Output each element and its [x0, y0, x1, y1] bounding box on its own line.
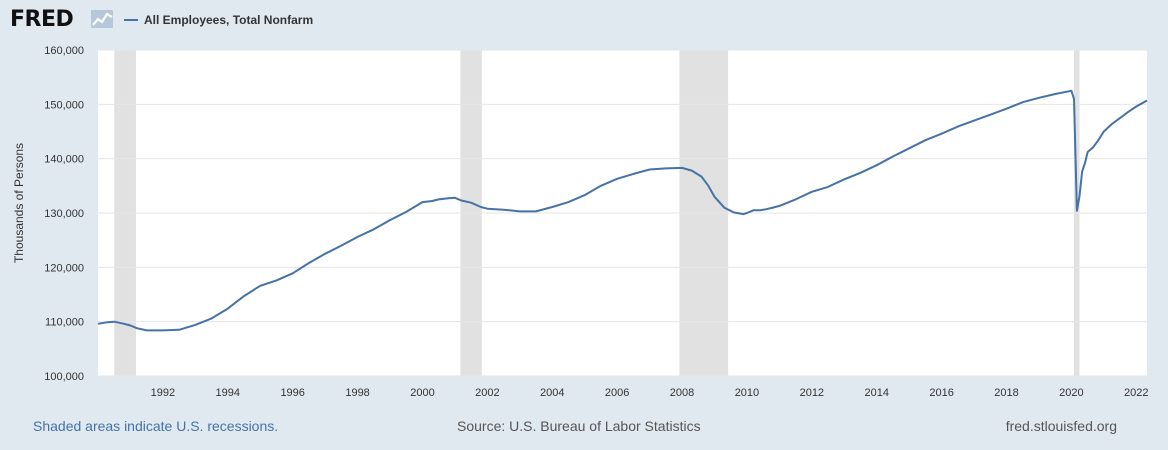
y-tick-label: 160,000 [44, 45, 84, 57]
x-tick-label: 2012 [800, 387, 824, 399]
fred-logo[interactable]: FRED [10, 7, 74, 32]
x-tick-label: 2018 [994, 387, 1018, 399]
x-tick-label: 2006 [605, 387, 629, 399]
y-tick-label: 100,000 [44, 371, 84, 383]
x-tick-label: 2014 [864, 387, 888, 399]
chart-header: FRED All Employees, Total Nonfarm [0, 0, 1168, 40]
x-tick-label: 1996 [280, 387, 304, 399]
x-tick-label: 2022 [1124, 387, 1148, 399]
line-chart[interactable]: 100,000 110,000 120,000 130,000 140,000 150,0… [0, 40, 1168, 410]
x-tick-label: 2004 [540, 387, 564, 399]
y-axis-label: Thousands of Persons [12, 143, 26, 263]
site-link[interactable]: fred.stlouisfed.org [1005, 418, 1117, 434]
x-tick-label: 2008 [670, 387, 694, 399]
recession-note: Shaded areas indicate U.S. recessions. [33, 418, 279, 434]
legend[interactable]: All Employees, Total Nonfarm [124, 13, 313, 27]
y-tick-label: 140,000 [44, 154, 84, 166]
legend-label: All Employees, Total Nonfarm [144, 13, 314, 27]
y-tick-label: 150,000 [44, 99, 84, 111]
series-line[interactable] [97, 89, 1148, 332]
x-tick-label: 2016 [929, 387, 953, 399]
x-tick-label: 2000 [410, 387, 434, 399]
x-tick-label: 1998 [345, 387, 369, 399]
legend-swatch [124, 18, 138, 21]
x-tick-label: 2002 [475, 387, 499, 399]
line-chart-icon [91, 10, 113, 28]
x-tick-label: 1992 [151, 387, 175, 399]
x-tick-label: 2020 [1059, 387, 1083, 399]
x-tick-label: 1994 [216, 387, 240, 399]
y-tick-label: 130,000 [44, 208, 84, 220]
y-tick-label: 120,000 [44, 262, 84, 274]
source-note: Source: U.S. Bureau of Labor Statistics [457, 418, 701, 434]
y-tick-label: 110,000 [45, 317, 84, 329]
x-tick-label: 2010 [735, 387, 759, 399]
